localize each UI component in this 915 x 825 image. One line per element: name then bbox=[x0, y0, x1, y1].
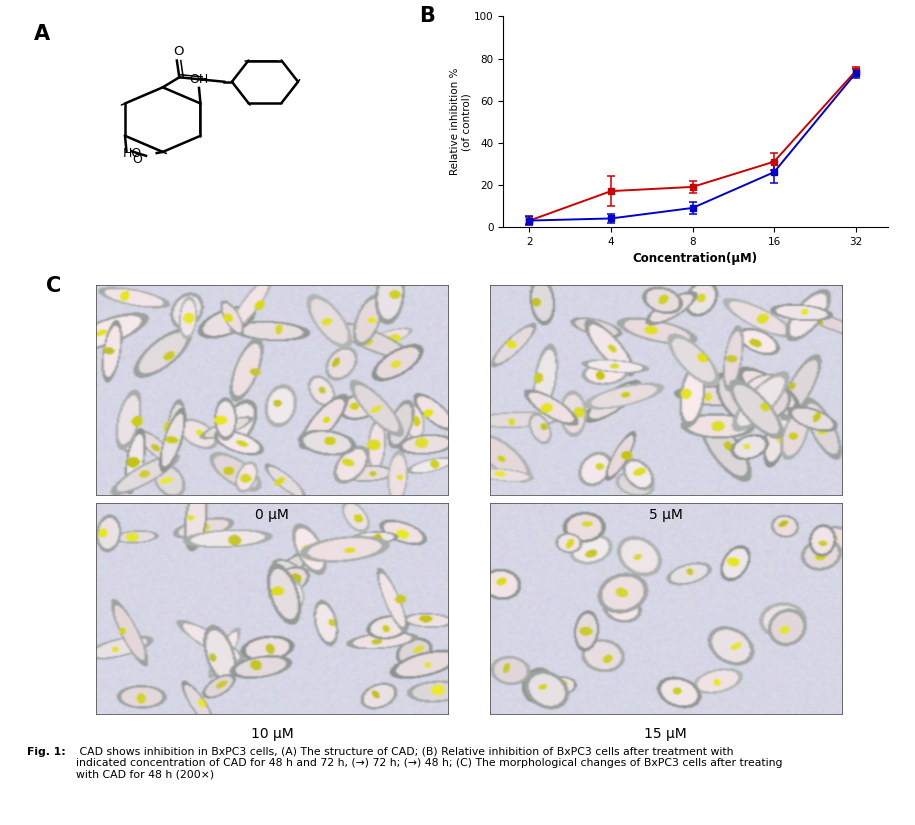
Text: OH: OH bbox=[189, 73, 209, 86]
Text: 10 μM: 10 μM bbox=[251, 727, 294, 741]
Text: 15 μM: 15 μM bbox=[644, 727, 687, 741]
Text: Fig. 1:: Fig. 1: bbox=[27, 747, 66, 757]
Text: O: O bbox=[173, 45, 183, 59]
Text: HO: HO bbox=[123, 147, 142, 159]
X-axis label: Concentration(μM): Concentration(μM) bbox=[633, 252, 758, 265]
Text: C: C bbox=[46, 276, 61, 296]
Text: A: A bbox=[34, 24, 49, 44]
Text: B: B bbox=[419, 6, 435, 26]
Text: O: O bbox=[132, 153, 142, 166]
Text: 0 μM: 0 μM bbox=[255, 508, 289, 522]
Y-axis label: Relative inhibition %
(of control): Relative inhibition % (of control) bbox=[449, 68, 471, 176]
Text: CAD shows inhibition in BxPC3 cells, (A) The structure of CAD; (B) Relative inhi: CAD shows inhibition in BxPC3 cells, (A)… bbox=[76, 747, 782, 780]
Text: 5 μM: 5 μM bbox=[649, 508, 683, 522]
